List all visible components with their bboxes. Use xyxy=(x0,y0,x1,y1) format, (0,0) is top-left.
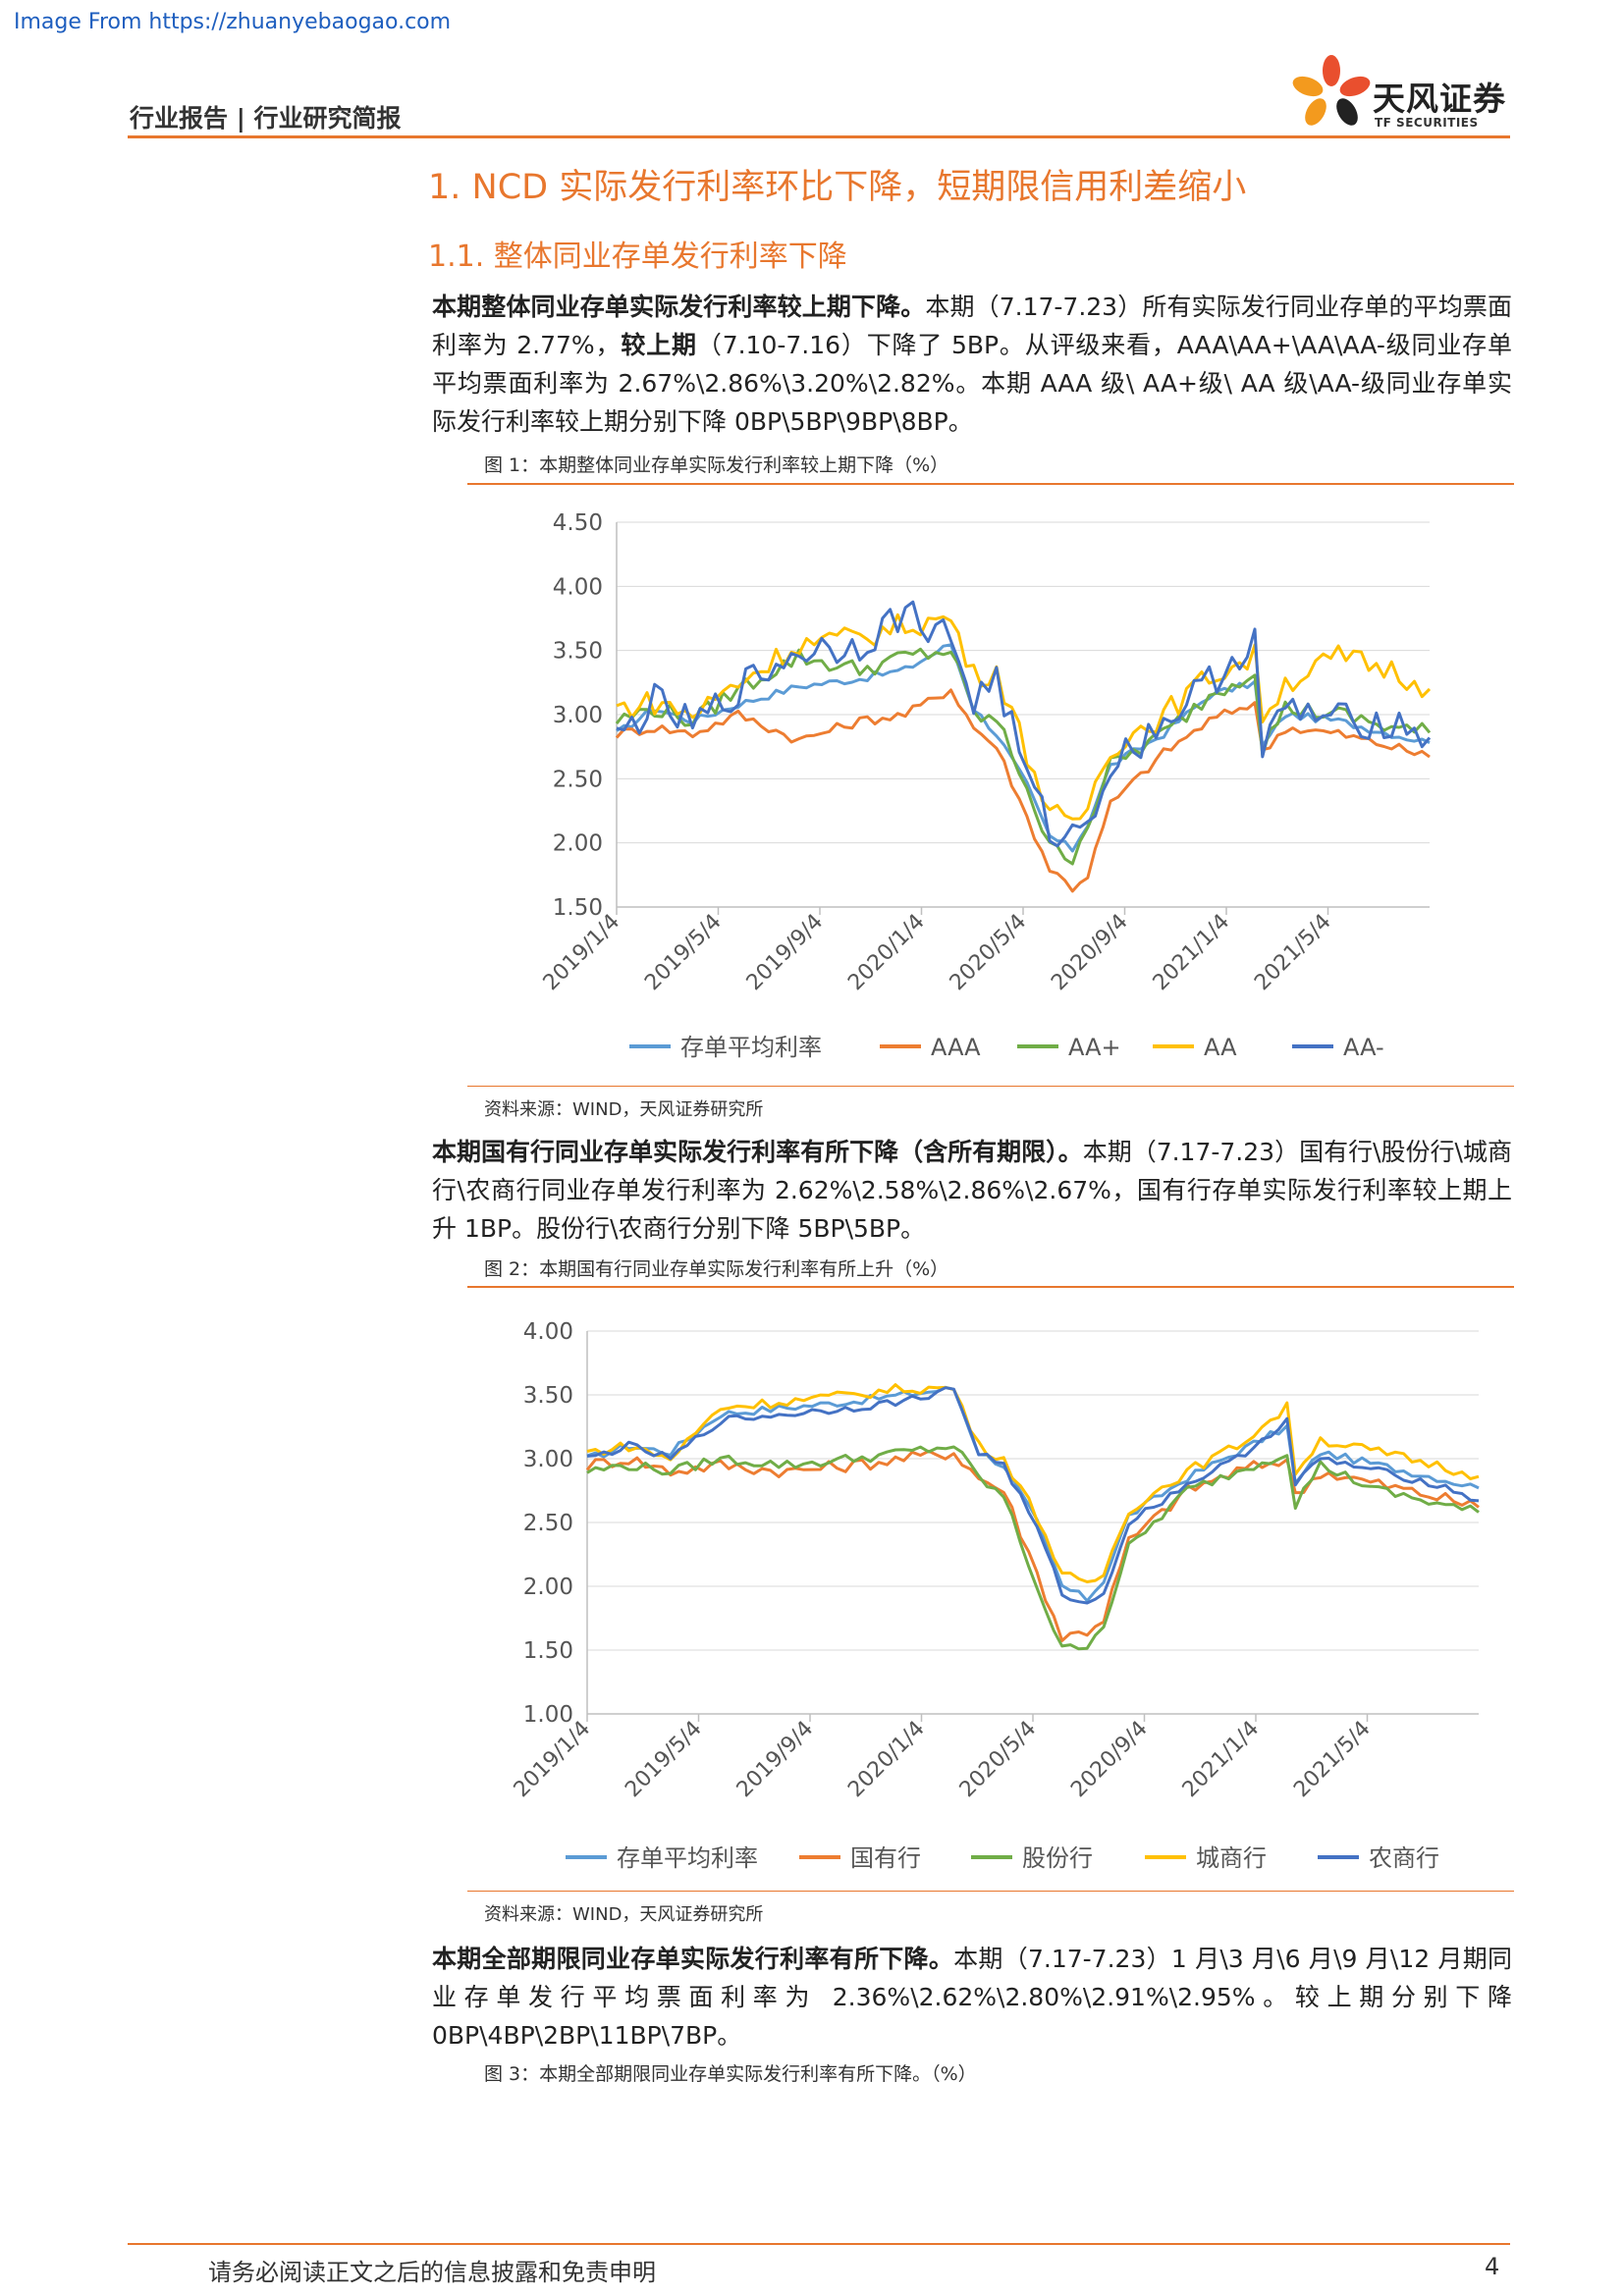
y-tick-label: 1.00 xyxy=(523,1702,573,1728)
figure1-source: 资料来源：WIND，天风证券研究所 xyxy=(484,1099,764,1120)
footer-divider xyxy=(128,2243,1510,2245)
x-tick-label: 2020/5/4 xyxy=(955,1717,1042,1803)
figure1-caption: 图 1：本期整体同业存单实际发行利率较上期下降（%） xyxy=(484,454,949,476)
legend-label: 存单平均利率 xyxy=(680,1034,822,1061)
series-line xyxy=(615,688,1431,893)
legend-label: AA- xyxy=(1343,1034,1384,1061)
x-tick-label: 2020/9/4 xyxy=(1047,910,1133,996)
legend-label: 农商行 xyxy=(1369,1844,1439,1872)
series-line xyxy=(616,613,1432,821)
watermark-link[interactable]: Image From https://zhuanyebaogao.com xyxy=(14,10,452,34)
legend-label: 城商行 xyxy=(1196,1844,1267,1872)
para1-bold-mid: 较上期 xyxy=(621,331,697,359)
y-tick-label: 3.50 xyxy=(553,639,603,665)
x-tick-label: 2019/1/4 xyxy=(539,910,625,996)
logo-english-text: TF SECURITIES xyxy=(1375,116,1479,130)
x-tick-label: 2019/9/4 xyxy=(742,910,829,996)
footer-disclaimer: 请务必阅读正文之后的信息披露和免责申明 xyxy=(208,2259,656,2286)
x-tick-label: 2021/5/4 xyxy=(1289,1717,1376,1803)
paragraph-bank-type-rate: 本期国有行同业存单实际发行利率有所下降（含所有期限）。本期（7.17-7.23）… xyxy=(432,1133,1512,1248)
flower-logo-icon xyxy=(1292,55,1371,126)
figure1-bottom-rule xyxy=(467,1086,1514,1087)
legend-label: AA xyxy=(1204,1034,1237,1061)
x-tick-label: 2021/5/4 xyxy=(1250,910,1336,996)
figure2-source: 资料来源：WIND，天风证券研究所 xyxy=(484,1904,764,1925)
y-tick-label: 3.50 xyxy=(523,1383,573,1409)
y-tick-label: 4.00 xyxy=(553,574,603,600)
logo-chinese-text: 天风证券 xyxy=(1373,80,1506,118)
legend-label: 存单平均利率 xyxy=(617,1844,758,1872)
x-tick-label: 2021/1/4 xyxy=(1149,910,1235,996)
x-tick-label: 2020/5/4 xyxy=(946,910,1032,996)
paragraph-overall-rate: 本期整体同业存单实际发行利率较上期下降。本期（7.17-7.23）所有实际发行同… xyxy=(432,288,1512,441)
x-tick-label: 2019/5/4 xyxy=(621,1717,707,1803)
y-tick-label: 1.50 xyxy=(523,1638,573,1664)
para3-lead: 本期全部期限同业存单实际发行利率有所下降。 xyxy=(432,1945,954,1973)
para1-text-b: （7.10-7.16）下降了 5BP。从评级来看，AAA\AA+\AA\AA-级… xyxy=(432,331,1512,436)
report-type-header: 行业报告 | 行业研究简报 xyxy=(130,104,402,133)
x-tick-label: 2019/9/4 xyxy=(732,1717,819,1803)
x-tick-label: 2019/1/4 xyxy=(510,1717,596,1803)
y-tick-label: 3.00 xyxy=(553,703,603,728)
x-tick-label: 2019/5/4 xyxy=(640,910,727,996)
figure3-caption: 图 3：本期全部期限同业存单实际发行利率有所下降。（%） xyxy=(484,2063,977,2085)
legend-label: 国有行 xyxy=(850,1844,921,1872)
figure2-caption: 图 2：本期国有行同业存单实际发行利率有所上升（%） xyxy=(484,1258,949,1280)
x-tick-label: 2020/9/4 xyxy=(1066,1717,1153,1803)
para2-lead: 本期国有行同业存单实际发行利率有所下降（含所有期限）。 xyxy=(432,1138,1083,1166)
para3-text: 本期（7.17-7.23）1 月\3 月\6 月\9 月\12 月期同业存单发行… xyxy=(432,1945,1512,2050)
figure2-top-rule xyxy=(467,1286,1514,1288)
y-tick-label: 2.50 xyxy=(523,1511,573,1536)
y-tick-label: 1.50 xyxy=(553,895,603,921)
subsection-heading: 1.1. 整体同业存单发行利率下降 xyxy=(428,240,847,274)
chart-bank-type-ncd-rates: 1.00 1.50 2.00 2.50 3.00 3.50 4.00 2019/1/4 2019… xyxy=(510,1319,1480,1872)
para1-text-a: 本期（7.17-7.23）所有实际发行同业存单的平均票面利率为 2.77%， xyxy=(432,293,1512,359)
x-tick-label: 2020/1/4 xyxy=(843,1717,930,1803)
series-line xyxy=(586,1383,1480,1583)
header-divider xyxy=(128,135,1510,138)
legend-label: AA+ xyxy=(1068,1034,1121,1061)
section-heading: 1. NCD 实际发行利率环比下降，短期限信用利差缩小 xyxy=(428,168,1247,207)
legend-label: AAA xyxy=(931,1034,981,1061)
y-tick-label: 4.50 xyxy=(553,510,603,536)
legend-label: 股份行 xyxy=(1022,1844,1093,1872)
series-line xyxy=(586,1385,1480,1603)
y-tick-label: 2.00 xyxy=(523,1575,573,1600)
series-line xyxy=(585,1449,1480,1642)
y-tick-label: 2.00 xyxy=(553,831,603,857)
series-line xyxy=(586,1386,1480,1605)
y-tick-label: 4.00 xyxy=(523,1319,573,1345)
page-number: 4 xyxy=(1485,2253,1500,2280)
figure1-top-rule xyxy=(467,483,1514,485)
y-tick-label: 3.00 xyxy=(523,1447,573,1472)
x-tick-label: 2020/1/4 xyxy=(843,910,930,996)
series-line xyxy=(615,647,1432,866)
x-tick-label: 2021/1/4 xyxy=(1178,1717,1265,1803)
paragraph-tenor-rate: 本期全部期限同业存单实际发行利率有所下降。本期（7.17-7.23）1 月\3 … xyxy=(432,1940,1512,2055)
y-tick-label: 2.50 xyxy=(553,767,603,792)
series-line xyxy=(586,1445,1480,1651)
company-logo: 天风证券 TF SECURITIES xyxy=(1286,51,1522,135)
para1-lead: 本期整体同业存单实际发行利率较上期下降。 xyxy=(432,293,926,321)
figure2-bottom-rule xyxy=(467,1891,1514,1892)
para2-text: 本期（7.17-7.23）国有行\股份行\城商行\农商行同业存单发行利率为 2.… xyxy=(432,1138,1512,1243)
series-line xyxy=(616,600,1432,848)
